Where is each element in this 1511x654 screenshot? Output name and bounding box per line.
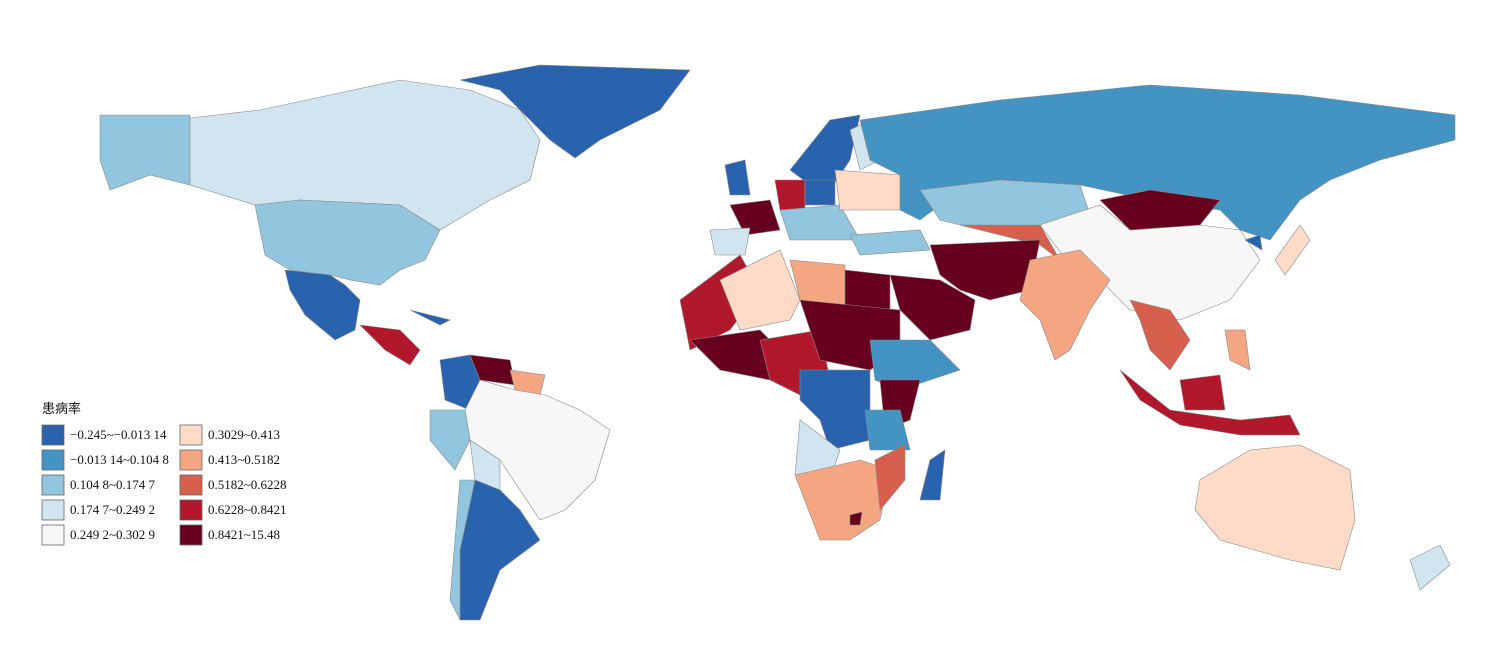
country-region [1099,189,1221,231]
country-region [794,459,891,541]
country-region [1019,249,1111,361]
country-region [874,444,906,511]
legend-label: 0.6228~0.8421 [208,502,287,517]
country-region [869,339,961,391]
country-region [1244,234,1263,251]
legend-swatch [179,499,203,521]
country-region [284,269,361,341]
legend-label: 0.8421~15.48 [208,527,280,542]
legend-swatch [179,474,203,496]
country-region [1409,544,1451,591]
country-region [449,479,476,621]
country-region [709,227,751,256]
country-region [774,179,806,211]
legend-title: 患病率 [42,401,81,416]
country-region [834,169,911,211]
country-region [849,229,931,256]
country-region [719,249,801,331]
legend-swatch [179,449,203,471]
country-region [729,199,781,236]
legend-label: 0.3029~0.413 [208,427,280,442]
country-region [849,511,863,526]
country-region [254,199,441,286]
country-region [1179,374,1226,411]
legend-label: −0.013 14~0.104 8 [70,452,169,467]
country-region [409,309,451,326]
legend-swatch [41,524,65,546]
legend-swatch [41,449,65,471]
legend-label: 0.249 2~0.302 9 [70,527,155,542]
map [99,64,1456,621]
legend-swatch [179,424,203,446]
country-region [864,409,911,451]
country-region [919,449,946,501]
country-region [99,114,191,191]
country-region [429,409,471,471]
legend-label: −0.245~−0.013 14 [70,427,167,442]
legend-swatch [179,524,203,546]
country-region [804,179,836,206]
legend-label: 0.104 8~0.174 7 [70,477,156,492]
country-region [929,239,1041,301]
legend-swatch [41,499,65,521]
legend-label: 0.174 7~0.249 2 [70,502,155,517]
country-region [1224,329,1251,371]
country-region [724,159,751,196]
legend-label: 0.413~0.5182 [208,452,280,467]
country-region [1129,299,1191,371]
legend-label: 0.5182~0.6228 [208,477,287,492]
country-region [359,324,421,366]
country-region [1274,224,1311,276]
country-region [844,269,891,311]
country-region [1194,444,1356,571]
country-region [1119,369,1301,436]
country-region [459,64,691,159]
legend-swatch [41,424,65,446]
legend: 患病率 −0.245~−0.013 14 −0.013 14~0.104 8 0.1… [41,401,287,546]
legend-swatch [41,474,65,496]
